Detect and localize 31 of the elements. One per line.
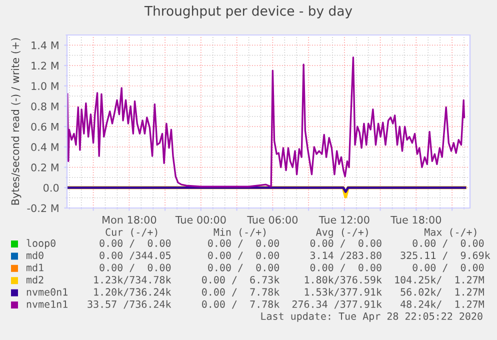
text: 0.00 /344.05 0.00 / 0.00 3.14 /283.80 325.11 / 9.69k xyxy=(100,251,490,260)
text: 1.23k/734.78k 0.00 / 6.73k 1.80k/376.59k 104.25k/ 1.27M xyxy=(94,276,484,284)
text: Cur (-/+) Min (-/+) Avg (-/+) Max (-/+) xyxy=(106,228,476,238)
legend-label: md2 xyxy=(26,276,44,284)
legend-label: md1 xyxy=(26,264,44,272)
legend-label: loop0 xyxy=(26,239,56,249)
legend-label: nvme0n1 xyxy=(26,288,68,296)
x-tick-label: Tue 12:00 xyxy=(318,216,370,224)
text: 1.20k/736.24k 0.00 / 7.78k 1.53k/377.91k 56.02k/ 1.27M xyxy=(94,288,484,297)
y-tick-label: 1.0 M xyxy=(32,82,58,90)
text: 33.57 /736.24k 0.00 / 7.78k 276.34 /377.91k 48.24k/ 1.27M xyxy=(88,300,484,309)
legend-label: md0 xyxy=(26,251,44,260)
legend-label: nvme1n1 xyxy=(26,300,68,308)
line-series xyxy=(67,56,466,188)
y-tick-label: 0.2 M xyxy=(31,164,58,172)
y-tick-label: 0.6 M xyxy=(31,122,58,131)
text: 0.00 / 0.00 0.00 / 0.00 0.00 / 0.00 0.00 / 0.00 xyxy=(100,239,484,248)
y-tick-label: -0.2 M xyxy=(27,204,58,212)
y-tick-label: 0.0 xyxy=(43,184,59,192)
x-tick-label: Tue 06:00 xyxy=(247,216,298,224)
y-tick-label: 1.2 M xyxy=(32,62,58,70)
y-axis-title: Bytes/second read (-) / write (+) xyxy=(11,38,22,205)
y-tick-label: 0.4 M xyxy=(31,143,58,152)
x-tick-label: Tue 00:00 xyxy=(175,216,226,224)
text: Last update: Tue Apr 28 22:05:22 2020 xyxy=(261,312,482,322)
chart-title: Throughput per device - by day xyxy=(144,6,352,18)
x-tick-label: Mon 18:00 xyxy=(102,216,156,224)
y-tick-label: 0.8 M xyxy=(31,102,58,110)
x-tick-label: Tue 18:00 xyxy=(390,216,442,224)
text: 0.00 / 0.00 0.00 / 0.00 0.00 / 0.00 0.00 / 0.00 xyxy=(100,264,484,272)
y-tick-label: 1.4 M xyxy=(32,42,58,50)
